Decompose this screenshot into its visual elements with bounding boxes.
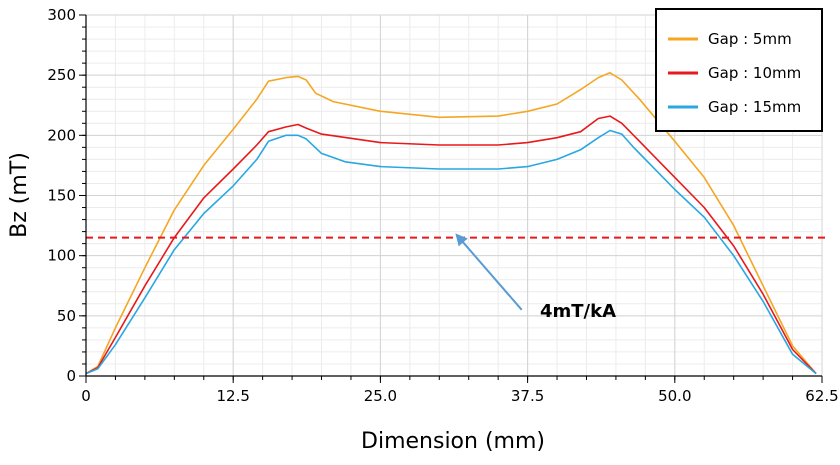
- series-line-2: [85, 115, 817, 375]
- x-tick-label: 37.5: [511, 387, 544, 405]
- x-tick-label: 62.5: [805, 387, 838, 405]
- annotation-label: 4mT/kA: [540, 301, 616, 322]
- legend-box: [655, 8, 823, 132]
- series-line-3: [85, 129, 817, 375]
- annotation: 4mT/kA: [455, 233, 616, 322]
- legend: Gap : 5mm Gap : 10mm Gap : 15mm: [655, 8, 823, 132]
- legend-label-3: Gap : 15mm: [708, 98, 801, 116]
- y-tick-label: 300: [47, 6, 76, 24]
- series-layer: [85, 72, 817, 375]
- y-tick-label: 100: [47, 247, 76, 265]
- x-tick-label: 12.5: [216, 387, 249, 405]
- axes: [79, 14, 823, 383]
- y-tick-label: 150: [47, 187, 76, 205]
- y-axis-title: Bz (mT): [7, 152, 32, 238]
- x-tick-label: 50.0: [658, 387, 691, 405]
- x-axis-title: Dimension (mm): [361, 429, 545, 454]
- tick-labels: 0 12.5 25.0 37.5 50.0 62.5 0 50 100 150 200 250 300: [47, 6, 838, 405]
- y-tick-label: 0: [66, 367, 76, 385]
- series-line-1: [85, 72, 817, 375]
- y-tick-label: 250: [47, 66, 76, 84]
- annotation-arrow: [455, 233, 523, 311]
- legend-label-2: Gap : 10mm: [708, 64, 801, 82]
- x-tick-label: 0: [81, 387, 91, 405]
- y-tick-label: 200: [47, 126, 76, 144]
- x-tick-label: 25.0: [364, 387, 397, 405]
- legend-label-1: Gap : 5mm: [708, 30, 792, 48]
- y-tick-label: 50: [57, 307, 76, 325]
